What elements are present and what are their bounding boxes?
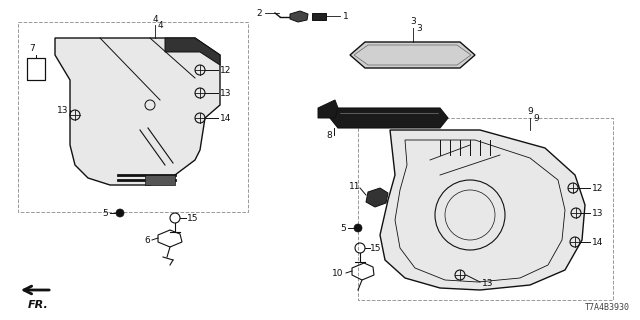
Text: 14: 14 [592, 237, 604, 246]
Text: 15: 15 [370, 244, 381, 252]
Text: 9: 9 [533, 114, 539, 123]
Text: 7: 7 [29, 44, 35, 53]
Polygon shape [290, 11, 308, 22]
Polygon shape [55, 38, 220, 185]
Bar [358, 118, 613, 300]
Polygon shape [366, 188, 388, 207]
Bar [18, 22, 248, 212]
Bar [145, 175, 175, 185]
Text: 13: 13 [56, 106, 68, 115]
Text: 2: 2 [257, 9, 262, 18]
Text: 3: 3 [416, 23, 422, 33]
Text: 13: 13 [482, 278, 493, 287]
Text: 3: 3 [410, 17, 416, 26]
Text: 12: 12 [592, 183, 604, 193]
Text: 14: 14 [220, 114, 232, 123]
Polygon shape [350, 42, 475, 68]
Polygon shape [380, 130, 585, 290]
Circle shape [116, 209, 124, 217]
Text: 15: 15 [187, 213, 198, 222]
Text: 1: 1 [343, 12, 349, 20]
Text: 5: 5 [102, 209, 108, 218]
Text: 5: 5 [340, 223, 346, 233]
Text: 13: 13 [592, 209, 604, 218]
Polygon shape [318, 100, 338, 118]
Polygon shape [330, 108, 448, 128]
Text: 4: 4 [158, 20, 164, 29]
Circle shape [354, 224, 362, 232]
Bar [27, 58, 45, 80]
Text: 4: 4 [152, 15, 158, 24]
Text: 6: 6 [144, 236, 150, 244]
Text: 11: 11 [349, 181, 360, 190]
Text: 13: 13 [220, 89, 232, 98]
Polygon shape [165, 38, 220, 65]
Text: T7A4B3930: T7A4B3930 [585, 303, 630, 312]
Text: 10: 10 [332, 268, 343, 277]
Polygon shape [312, 13, 326, 20]
Text: FR.: FR. [28, 300, 49, 310]
Bar [27, 58, 45, 80]
Text: 12: 12 [220, 66, 232, 75]
Text: 8: 8 [326, 131, 332, 140]
Text: 9: 9 [527, 107, 533, 116]
